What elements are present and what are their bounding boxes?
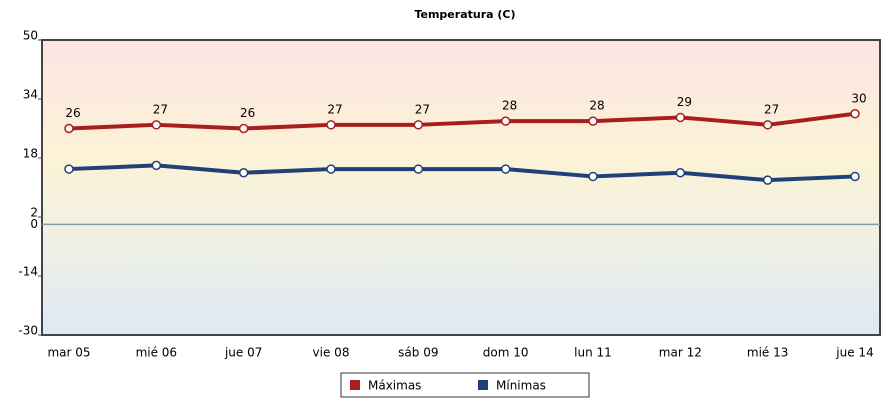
- x-tick-label: mié 06: [136, 346, 178, 360]
- legend-label: Mínimas: [496, 379, 546, 393]
- y-tick-label: -14: [18, 265, 38, 279]
- legend-swatch: [350, 380, 360, 390]
- data-label: 27: [764, 102, 779, 116]
- data-point: [238, 168, 249, 178]
- legend-label: Máximas: [368, 379, 421, 393]
- data-label: 26: [65, 106, 80, 120]
- x-tick-label: mar 12: [659, 346, 702, 360]
- data-point: [675, 112, 686, 123]
- data-label: 30: [851, 91, 866, 105]
- x-tick-label: jue 14: [835, 346, 873, 360]
- data-point: [413, 120, 424, 130]
- series-line: [68, 163, 856, 183]
- x-tick-label: jue 07: [224, 346, 262, 360]
- data-point: [326, 164, 336, 174]
- data-label: 29: [677, 95, 692, 109]
- data-label: 27: [415, 102, 430, 116]
- legend: [340, 372, 590, 398]
- data-label: 28: [502, 99, 517, 113]
- data-point: [500, 164, 511, 174]
- data-point: [500, 116, 511, 126]
- data-point: [326, 120, 336, 130]
- data-label: 27: [327, 102, 342, 116]
- data-point: [151, 120, 162, 130]
- data-point: [675, 168, 686, 178]
- data-point: [64, 123, 74, 134]
- data-point: [850, 109, 860, 119]
- x-tick-label: dom 10: [483, 346, 529, 360]
- x-tick-label: sáb 09: [398, 346, 438, 360]
- data-point: [413, 164, 424, 174]
- data-point: [588, 171, 598, 182]
- data-label: 28: [589, 99, 604, 113]
- data-point: [850, 171, 860, 182]
- data-point: [64, 164, 74, 174]
- data-point: [762, 120, 773, 130]
- data-point: [588, 116, 598, 126]
- y-tick-label: 50: [23, 29, 38, 43]
- series-line: [68, 111, 856, 131]
- data-point: [238, 123, 249, 134]
- x-tick-label: lun 11: [574, 346, 612, 360]
- y-tick-label: -30: [18, 324, 38, 338]
- plot-area: [41, 39, 881, 336]
- y-tick-label: 2: [30, 206, 38, 220]
- data-label: 27: [153, 102, 168, 116]
- y-tick-label: 34: [23, 88, 38, 102]
- data-point: [151, 160, 162, 171]
- data-point: [762, 175, 773, 185]
- chart-title: Temperatura (C): [414, 8, 515, 21]
- baseline-label: 0: [30, 217, 38, 231]
- legend-swatch: [478, 380, 488, 390]
- x-tick-label: vie 08: [313, 346, 350, 360]
- x-tick-label: mar 05: [47, 346, 90, 360]
- data-label: 26: [240, 106, 255, 120]
- x-tick-label: mié 13: [747, 346, 789, 360]
- y-tick-label: 18: [23, 147, 38, 161]
